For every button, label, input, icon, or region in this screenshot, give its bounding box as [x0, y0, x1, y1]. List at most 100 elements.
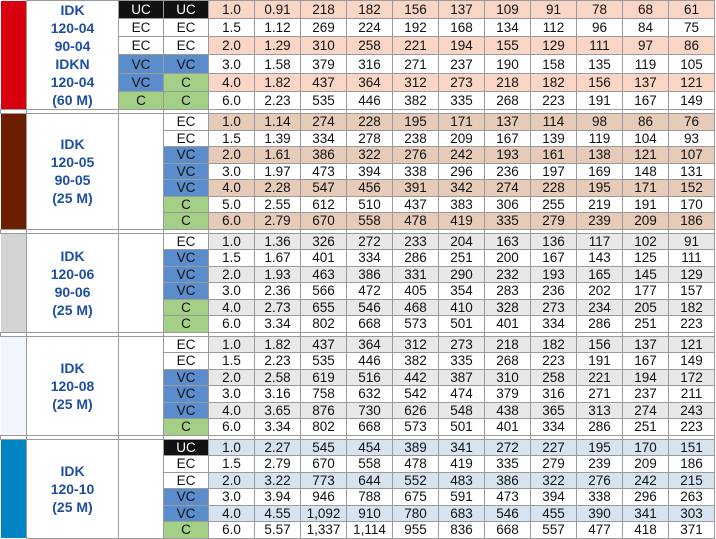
value-cell: 161	[530, 146, 577, 164]
value-cell: 271	[576, 385, 623, 403]
value-cell: 4.0	[208, 72, 255, 92]
grade-badge: VC	[163, 162, 209, 180]
value-cell: 131	[668, 162, 715, 180]
table-row: VC 3.0 3.94 946 788 675 591 473 394 338 296 263	[1, 488, 715, 506]
grade-badge: VC	[163, 368, 209, 386]
value-cell: 78	[576, 0, 623, 20]
grade-badge: C	[163, 195, 209, 213]
table-row: C 4.0 2.73 655 546 468 410 328 273 234 205 182	[1, 298, 715, 316]
spacer-cell	[668, 109, 715, 114]
value-cell: 383	[438, 195, 485, 213]
product-name: IDK 120-04 90-04 IDKN 120-04 (60 M)	[26, 0, 119, 110]
value-cell: 1.5	[208, 455, 255, 473]
value-cell: 334	[300, 129, 347, 147]
value-cell: 836	[438, 521, 485, 539]
value-cell: 668	[346, 418, 393, 436]
value-cell: 211	[668, 385, 715, 403]
value-cell: 121	[622, 146, 669, 164]
spacer-cell	[668, 228, 715, 234]
grade-badge: C	[163, 212, 209, 230]
value-cell: 382	[392, 90, 439, 111]
grade-badge: EC	[163, 352, 209, 370]
value-cell: 668	[346, 315, 393, 333]
value-cell: 167	[484, 129, 531, 147]
table-row: EC 2.0 3.22 773 644 552 483 386 322 276 242 215	[1, 471, 715, 489]
table-row: IDK 120-04 90-04 IDKN 120-04 (60 M) UC UC 1.0 0.9…	[0, 0, 715, 110]
value-cell: 167	[530, 249, 577, 267]
section-color-bar	[0, 336, 27, 435]
value-cell: 394	[346, 162, 393, 180]
grade-badge: C	[163, 298, 209, 316]
value-cell: 591	[438, 488, 485, 506]
grade-badge-primary: UC	[118, 0, 164, 20]
value-cell: 271	[392, 54, 439, 74]
value-cell: 157	[668, 282, 715, 300]
value-cell: 394	[530, 488, 577, 506]
value-cell: 2.55	[254, 195, 301, 213]
value-cell: 221	[576, 368, 623, 386]
value-cell: 2.36	[254, 282, 301, 300]
value-cell: 335	[484, 212, 531, 230]
value-cell: 326	[300, 232, 347, 250]
value-cell: 273	[530, 298, 577, 316]
value-cell: 274	[622, 401, 669, 419]
value-cell: 156	[392, 0, 439, 20]
value-cell: 364	[346, 335, 393, 353]
value-cell: 2.79	[254, 455, 301, 473]
value-cell: 251	[622, 418, 669, 436]
value-cell: 418	[622, 521, 669, 539]
value-cell: 3.0	[208, 282, 255, 300]
value-cell: 542	[392, 385, 439, 403]
value-cell: 419	[438, 455, 485, 473]
value-cell: 272	[484, 438, 531, 456]
grade-badge: VC	[163, 179, 209, 197]
value-cell: 135	[576, 54, 623, 74]
value-cell: 4.0	[208, 504, 255, 522]
grade-badge: VC	[163, 265, 209, 283]
value-cell: 341	[438, 438, 485, 456]
value-cell: 105	[668, 54, 715, 74]
value-cell: 209	[622, 212, 669, 230]
value-cell: 334	[530, 315, 577, 333]
value-cell: 3.0	[208, 162, 255, 180]
value-cell: 232	[484, 265, 531, 283]
value-cell: 303	[668, 504, 715, 522]
value-cell: 190	[484, 54, 531, 74]
value-cell: 237	[438, 54, 485, 74]
value-cell: 437	[300, 72, 347, 92]
section-color-bar	[0, 233, 27, 332]
value-cell: 910	[346, 504, 393, 522]
value-cell: 501	[438, 315, 485, 333]
value-cell: 274	[484, 179, 531, 197]
value-cell: 4.0	[208, 179, 255, 197]
value-cell: 545	[300, 438, 347, 456]
value-cell: 6.0	[208, 521, 255, 539]
grade-badge: EC	[163, 471, 209, 489]
value-cell: 316	[530, 385, 577, 403]
value-cell: 221	[392, 36, 439, 56]
value-cell: 1.0	[208, 0, 255, 20]
value-cell: 134	[484, 18, 531, 38]
section-spacer	[0, 109, 715, 114]
grade-badge: VC	[163, 249, 209, 267]
value-cell: 107	[668, 146, 715, 164]
value-cell: 644	[346, 471, 393, 489]
value-cell: 6.0	[208, 90, 255, 111]
product-name-line: IDKN	[55, 56, 90, 72]
value-cell: 2.23	[254, 90, 301, 111]
grade-badge: C	[163, 72, 209, 92]
value-cell: 228	[346, 113, 393, 131]
table-row: IDK 120-10 (25 M) UC 1.0 2.27 545 454 389 341 272 2…	[0, 438, 715, 539]
value-cell: 145	[622, 265, 669, 283]
product-name-line: IDK	[60, 359, 85, 376]
value-cell: 472	[346, 282, 393, 300]
table-row: C 6.0 3.34 802 668 573 501 401 334 286 251 223	[1, 418, 715, 436]
value-cell: 137	[438, 0, 485, 20]
value-cell: 501	[438, 418, 485, 436]
table-row: C 6.0 2.79 670 558 478 419 335 279 239 209 186	[1, 212, 715, 230]
product-name: IDK 120-08 (25 M)	[26, 335, 119, 436]
value-cell: 151	[668, 438, 715, 456]
value-cell: 468	[392, 298, 439, 316]
grade-badge-primary: C	[118, 90, 164, 111]
